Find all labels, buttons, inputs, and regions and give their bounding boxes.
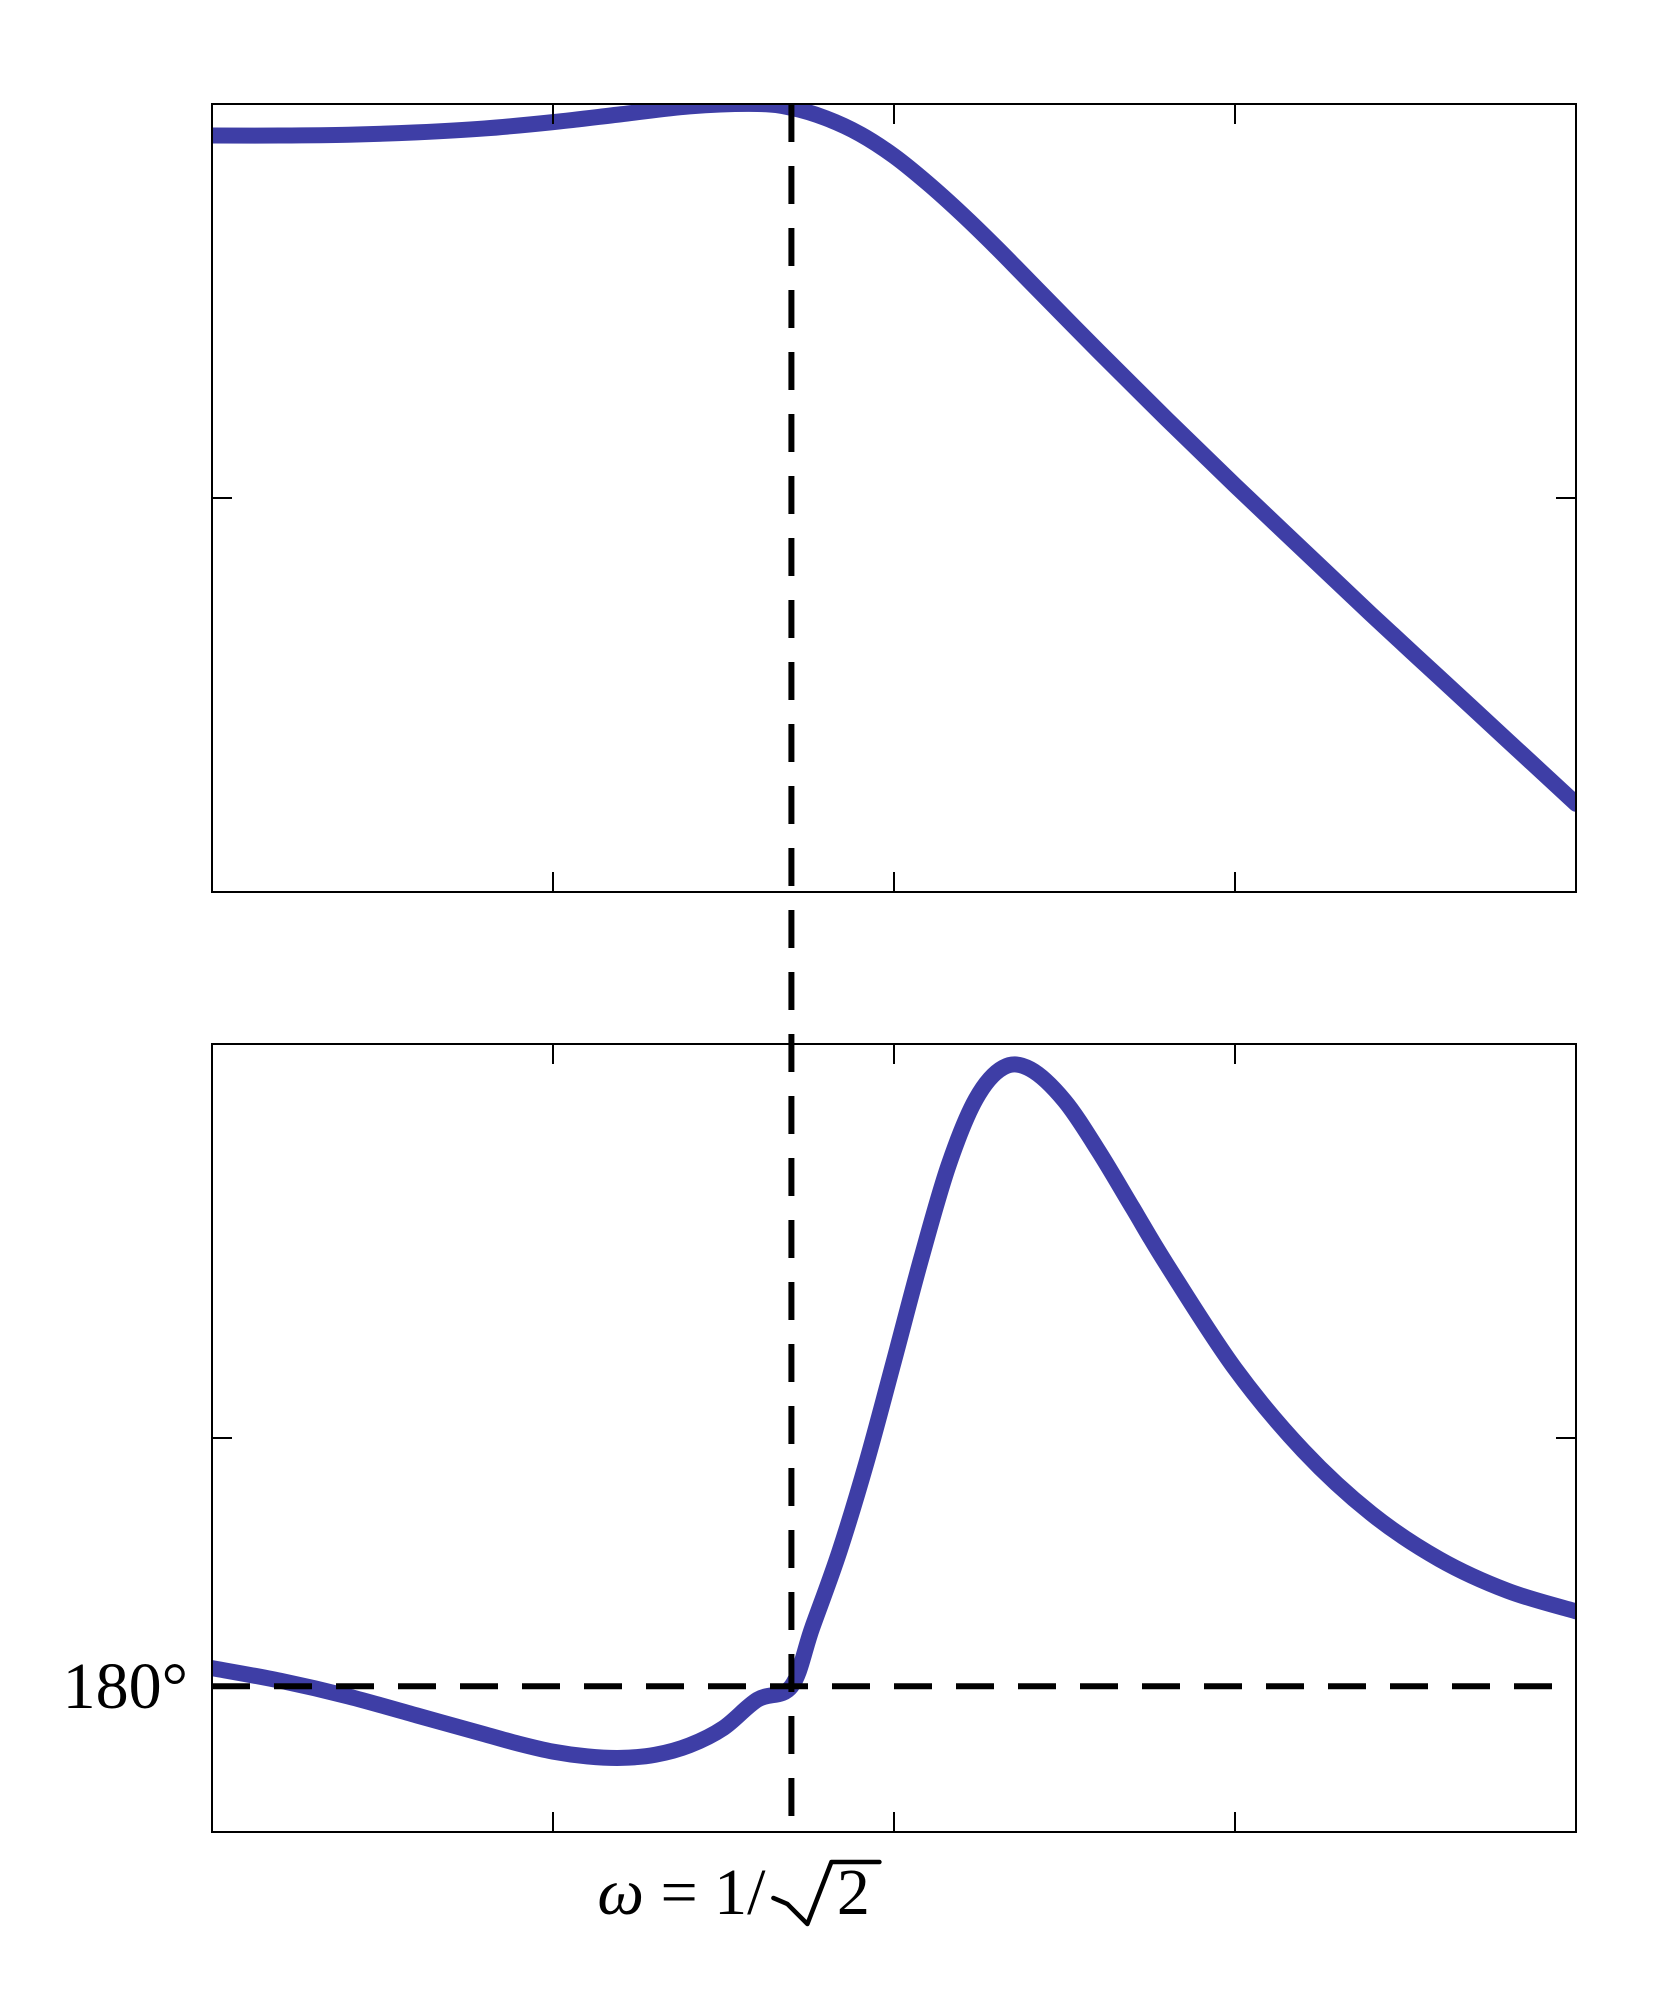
omega-label-radicand: 2 — [837, 1856, 870, 1929]
omega-label-prefix: ω = 1/ — [597, 1856, 766, 1929]
magnitude-series — [212, 104, 1576, 804]
phase-series — [212, 1064, 1576, 1758]
bode-figure: 180° ω = 1/2 — [0, 0, 1659, 2009]
magnitude-frame — [212, 104, 1576, 892]
omega-label: ω = 1/2 — [597, 1856, 879, 1929]
phase-180-label: 180° — [63, 1650, 188, 1723]
